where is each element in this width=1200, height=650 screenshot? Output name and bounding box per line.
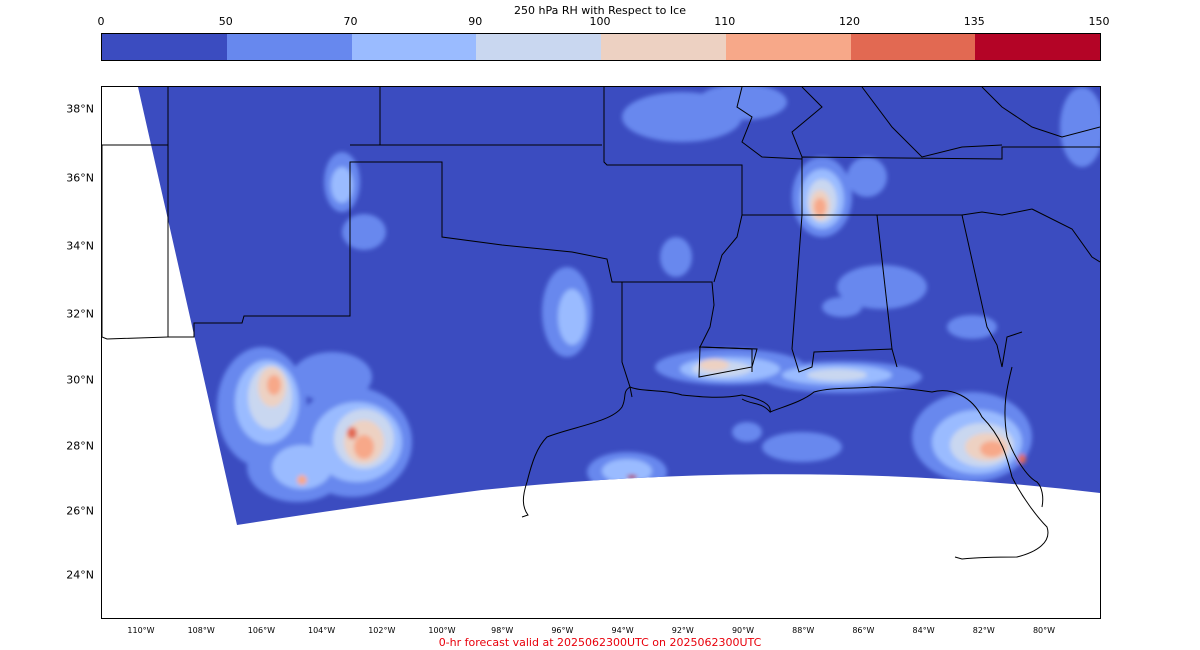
longitude-label: 100°W — [428, 626, 456, 635]
longitude-label: 110°W — [127, 626, 155, 635]
colorbar-segment — [351, 34, 477, 60]
colorbar-segment — [850, 34, 976, 60]
rh-map — [102, 87, 1100, 560]
longitude-label: 98°W — [491, 626, 514, 635]
longitude-label: 80°W — [1032, 626, 1056, 635]
latitude-label: 30°N — [66, 373, 94, 387]
colorbar-tick-label: 90 — [468, 15, 483, 28]
colorbar-tick-label: 135 — [963, 15, 985, 28]
colorbar-segment — [102, 34, 227, 60]
latitude-label: 32°N — [66, 307, 94, 321]
colorbar-tick-label: 110 — [714, 15, 736, 28]
colorbar-tick-label: 120 — [839, 15, 860, 28]
forecast-valid-text: 0-hr forecast valid at 2025062300UTC on … — [438, 636, 762, 649]
map-frame — [101, 86, 1101, 619]
latitude-label: 26°N — [66, 504, 94, 518]
state-borders — [102, 87, 1100, 398]
colorbar-tick-label: 0 — [97, 15, 105, 28]
colorbar-tick-label: 150 — [1088, 15, 1110, 28]
colorbar — [101, 33, 1101, 61]
longitude-label: 84°W — [912, 626, 935, 635]
colorbar-title: 250 hPa RH with Respect to Ice — [514, 4, 686, 17]
colorbar-segment — [476, 34, 601, 60]
longitude-label: 92°W — [671, 626, 694, 635]
colorbar-tick-label: 50 — [218, 15, 233, 28]
longitude-label: 102°W — [368, 626, 396, 635]
longitude-label: 94°W — [611, 626, 634, 635]
longitude-label: 90°W — [731, 626, 755, 635]
colorbar-segment — [725, 34, 851, 60]
longitude-label: 96°W — [551, 626, 574, 635]
colorbar-segment — [601, 34, 726, 60]
longitude-label: 108°W — [187, 626, 215, 635]
coastline — [521, 366, 1049, 560]
latitude-label: 28°N — [66, 439, 94, 453]
colorbar-segment — [226, 34, 352, 60]
longitude-label: 106°W — [247, 626, 275, 635]
longitude-label: 104°W — [308, 626, 336, 635]
colorbar-tick-label: 100 — [589, 15, 611, 28]
longitude-label: 86°W — [852, 626, 875, 635]
colorbar-tick-label: 70 — [343, 15, 358, 28]
latitude-label: 36°N — [66, 171, 94, 185]
latitude-label: 24°N — [66, 568, 94, 582]
longitude-label: 82°W — [972, 626, 995, 635]
latitude-label: 38°N — [66, 102, 94, 116]
longitude-label: 88°W — [792, 626, 815, 635]
colorbar-segment — [975, 34, 1100, 60]
rh-field — [217, 87, 1100, 502]
latitude-label: 34°N — [66, 239, 94, 253]
